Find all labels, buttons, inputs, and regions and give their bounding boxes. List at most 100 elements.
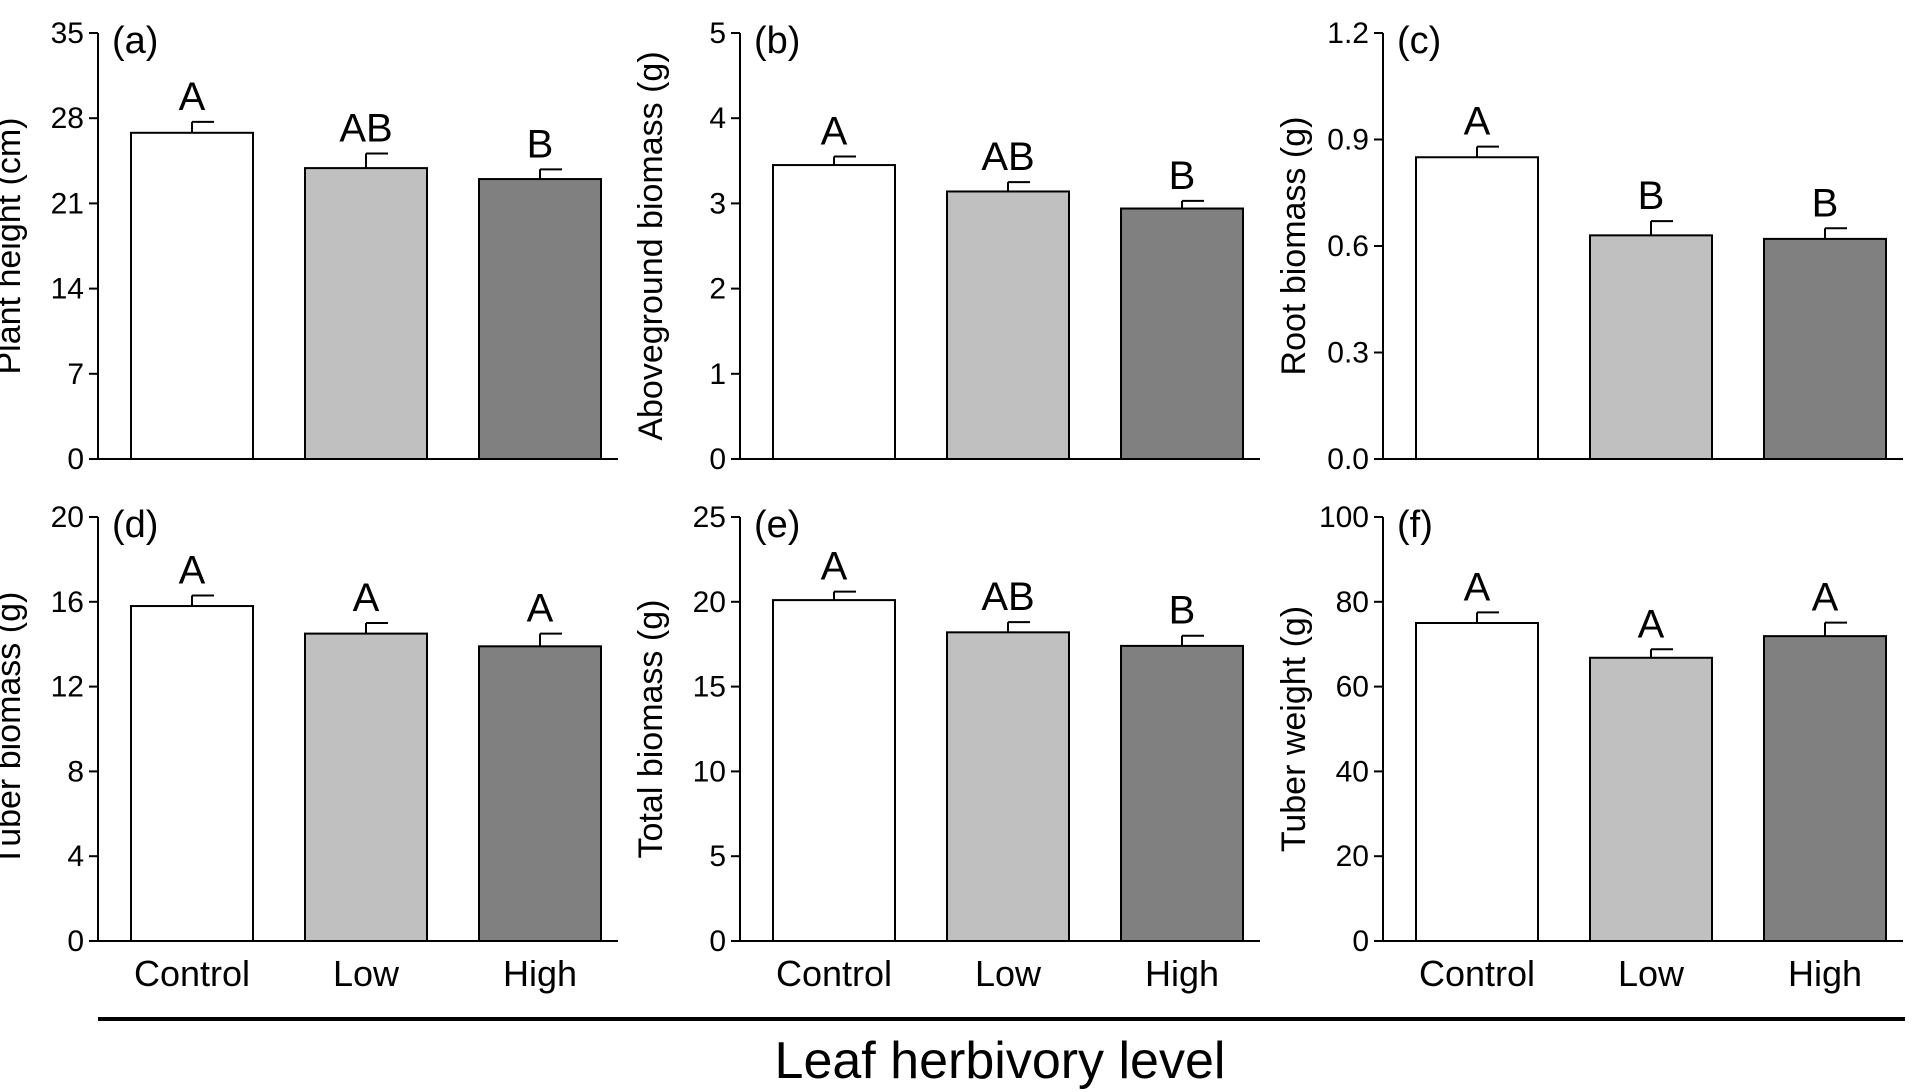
significance-letter: B xyxy=(1812,181,1839,225)
y-tick-label: 0.9 xyxy=(1327,124,1369,157)
significance-letter: A xyxy=(527,587,554,631)
significance-letter: B xyxy=(527,122,554,166)
y-tick-label: 20 xyxy=(51,501,84,534)
bar-control xyxy=(130,605,254,942)
y-tick-label: 35 xyxy=(51,17,84,50)
y-tick-label: 2 xyxy=(709,273,726,306)
x-axis-title: Leaf herbivory level xyxy=(775,1032,1226,1090)
x-category-label: High xyxy=(503,953,577,994)
y-tick-label: 0.3 xyxy=(1327,337,1369,370)
significance-letter: A xyxy=(1464,100,1491,144)
panel-label: (c) xyxy=(1397,20,1441,62)
y-tick-label: 80 xyxy=(1336,586,1369,619)
y-tick-label: 0 xyxy=(67,925,84,958)
x-category-label: Low xyxy=(1618,953,1685,994)
x-category-label: High xyxy=(1145,953,1219,994)
bar-low xyxy=(946,631,1070,942)
y-tick-label: 7 xyxy=(67,358,84,391)
panel-label: (a) xyxy=(112,20,158,62)
panel-c: A B B 0.0 0.3 0.6 0.9 1.2 (c) Root biomass (g) xyxy=(1275,17,1903,476)
y-tick-label: 21 xyxy=(51,187,84,220)
x-category-label: Low xyxy=(333,953,400,994)
significance-letter: A xyxy=(1638,602,1665,646)
y-tick-label: 0 xyxy=(67,443,84,476)
significance-letter: AB xyxy=(339,106,392,150)
significance-letter: A xyxy=(353,576,380,620)
y-tick-label: 5 xyxy=(709,17,726,50)
y-tick-label: 60 xyxy=(1336,671,1369,704)
y-axis-title: Tuber weight (g) xyxy=(1275,606,1313,852)
y-axis-title: Tuber biomass (g) xyxy=(0,592,28,867)
y-tick-label: 100 xyxy=(1319,501,1369,534)
significance-letter: A xyxy=(821,110,848,154)
x-category-label: High xyxy=(1788,953,1862,994)
y-axis-title: Root biomass (g) xyxy=(1275,117,1313,376)
panel-label: (b) xyxy=(754,20,800,62)
y-tick-label: 10 xyxy=(693,755,726,788)
x-category-label: Low xyxy=(975,953,1042,994)
y-tick-label: 28 xyxy=(51,102,84,135)
x-category-label: Control xyxy=(776,953,892,994)
bar-control xyxy=(772,164,896,460)
bar-low xyxy=(304,632,428,942)
significance-letter: B xyxy=(1169,154,1196,198)
panel-b: A AB B 0 1 2 3 4 5 (b) Aboveground biomass (g) xyxy=(632,17,1260,476)
y-tick-label: 20 xyxy=(693,586,726,619)
significance-letter: A xyxy=(179,548,206,592)
y-tick-label: 15 xyxy=(693,671,726,704)
bar-low xyxy=(304,167,428,461)
bar-high xyxy=(1763,635,1887,942)
significance-letter: A xyxy=(179,75,206,119)
y-tick-label: 0 xyxy=(709,443,726,476)
y-tick-label: 25 xyxy=(693,501,726,534)
y-tick-label: 1.2 xyxy=(1327,17,1369,50)
y-tick-label: 0.6 xyxy=(1327,230,1369,263)
panel-e: A AB B 0 5 10 15 20 25 Control Low High (e) Total bio… xyxy=(632,501,1260,994)
panel-label: (e) xyxy=(754,504,800,546)
bar-low xyxy=(1589,656,1713,942)
panel-a: A AB B 0 7 14 21 28 35 (a) Plant height (cm) xyxy=(0,17,618,476)
significance-letter: B xyxy=(1638,174,1665,218)
bar-high xyxy=(478,178,602,461)
bar-low xyxy=(1589,234,1713,460)
significance-letter: A xyxy=(821,545,848,589)
y-tick-label: 0 xyxy=(1352,925,1369,958)
significance-letter: AB xyxy=(981,575,1034,619)
panel-label: (d) xyxy=(112,504,158,546)
bar-control xyxy=(772,599,896,942)
bar-control xyxy=(1415,156,1539,460)
y-tick-label: 16 xyxy=(51,586,84,619)
x-category-label: Control xyxy=(1419,953,1535,994)
y-tick-label: 20 xyxy=(1336,840,1369,873)
panel-f: A A A 0 20 40 60 80 100 Control Low High (f) Tuber we… xyxy=(1275,501,1903,994)
bar-control xyxy=(130,131,254,460)
significance-letter: A xyxy=(1464,565,1491,609)
y-tick-label: 12 xyxy=(51,671,84,704)
y-tick-label: 3 xyxy=(709,187,726,220)
y-tick-label: 14 xyxy=(51,273,84,306)
bar-low xyxy=(946,190,1070,461)
y-axis-title: Plant height (cm) xyxy=(0,118,28,375)
y-tick-label: 4 xyxy=(709,102,726,135)
significance-letter: A xyxy=(1812,576,1839,620)
x-category-label: Control xyxy=(134,953,250,994)
y-tick-label: 0.0 xyxy=(1327,443,1369,476)
bar-high xyxy=(1120,207,1244,460)
y-axis-title: Aboveground biomass (g) xyxy=(632,51,670,440)
bar-control xyxy=(1415,622,1539,942)
panel-label: (f) xyxy=(1397,504,1433,546)
y-axis-title: Total biomass (g) xyxy=(632,600,670,859)
panel-d: A A A 0 4 8 12 16 20 Control Low High (d) Tuber bioma… xyxy=(0,501,618,994)
significance-letter: B xyxy=(1169,589,1196,633)
y-tick-label: 1 xyxy=(709,358,726,391)
bar-high xyxy=(1120,644,1244,942)
y-tick-label: 5 xyxy=(709,840,726,873)
y-tick-label: 40 xyxy=(1336,755,1369,788)
y-tick-label: 0 xyxy=(709,925,726,958)
bar-high xyxy=(478,645,602,942)
bar-high xyxy=(1763,237,1887,460)
y-tick-label: 4 xyxy=(67,840,84,873)
significance-letter: AB xyxy=(981,135,1034,179)
